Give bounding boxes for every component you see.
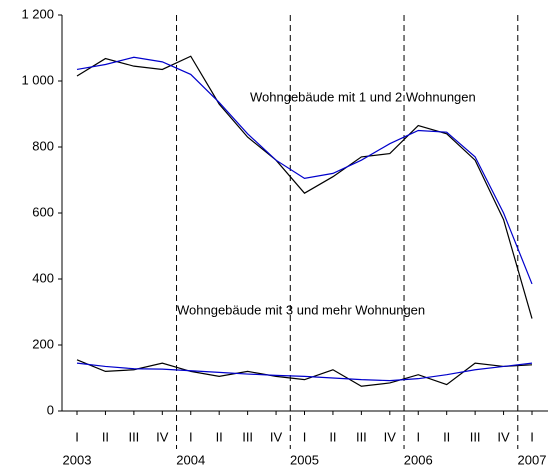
x-tick-label: IV — [156, 429, 169, 444]
y-tick-label: 400 — [32, 270, 54, 285]
x-tick-label: I — [303, 429, 307, 444]
year-label: 2003 — [63, 452, 92, 467]
x-tick-label: III — [470, 429, 481, 444]
x-tick-label: II — [102, 429, 109, 444]
x-tick-label: II — [443, 429, 450, 444]
series-line — [76, 362, 533, 382]
x-tick-label: I — [75, 429, 79, 444]
year-label: 2005 — [290, 452, 319, 467]
annotation: Wohngebäude mit 3 und mehr Wohnungen — [177, 302, 425, 317]
x-tick-label: IV — [497, 429, 510, 444]
series-line — [76, 359, 533, 387]
annotation: Wohngebäude mit 1 und 2 Wohnungen — [250, 89, 476, 104]
year-label: 2006 — [404, 452, 433, 467]
x-tick-label: I — [530, 429, 534, 444]
x-tick-label: III — [356, 429, 367, 444]
x-tick-label: IV — [270, 429, 283, 444]
x-tick-label: II — [216, 429, 223, 444]
x-tick-label: IV — [384, 429, 397, 444]
y-tick-label: 1 200 — [21, 6, 54, 21]
year-label: 2007 — [518, 452, 547, 467]
x-tick-label: I — [416, 429, 420, 444]
y-tick-label: 800 — [32, 138, 54, 153]
y-tick-label: 200 — [32, 336, 54, 351]
y-tick-label: 0 — [47, 402, 54, 417]
series-line — [76, 55, 533, 319]
x-tick-label: II — [329, 429, 336, 444]
series-line — [76, 56, 533, 285]
year-label: 2004 — [176, 452, 205, 467]
x-tick-label: III — [242, 429, 253, 444]
x-tick-label: I — [189, 429, 193, 444]
y-tick-label: 1 000 — [21, 72, 54, 87]
x-tick-label: III — [128, 429, 139, 444]
y-tick-label: 600 — [32, 204, 54, 219]
